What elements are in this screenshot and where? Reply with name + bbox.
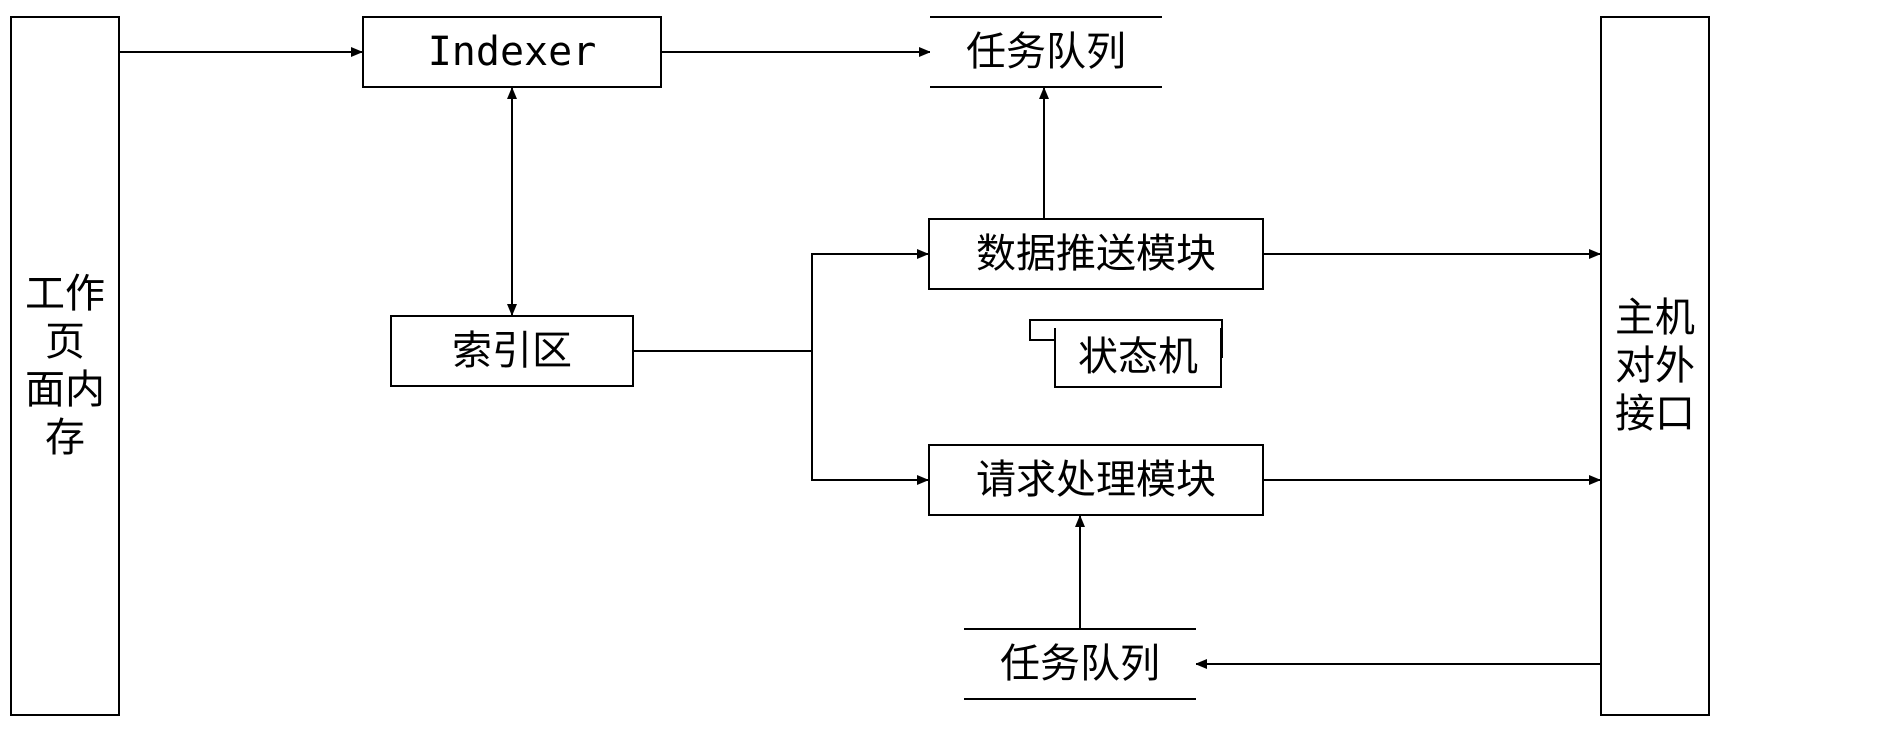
node-host-interface: 主机 对外 接口 xyxy=(1600,16,1710,716)
node-indexer: Indexer xyxy=(362,16,662,88)
node-data-push-module: 数据推送模块 xyxy=(928,218,1264,290)
node-index-area: 索引区 xyxy=(390,315,634,387)
edges-layer xyxy=(0,0,1880,736)
node-workpage-memory: 工作页 面内存 xyxy=(10,16,120,716)
node-state-machine: 状态机 xyxy=(1054,328,1222,388)
node-request-module: 请求处理模块 xyxy=(928,444,1264,516)
node-task-queue-bottom: 任务队列 xyxy=(964,628,1196,700)
diagram-canvas: 工作页 面内存 Indexer 索引区 任务队列 数据推送模块 状态机 请求处理… xyxy=(0,0,1880,736)
node-task-queue-top: 任务队列 xyxy=(930,16,1162,88)
